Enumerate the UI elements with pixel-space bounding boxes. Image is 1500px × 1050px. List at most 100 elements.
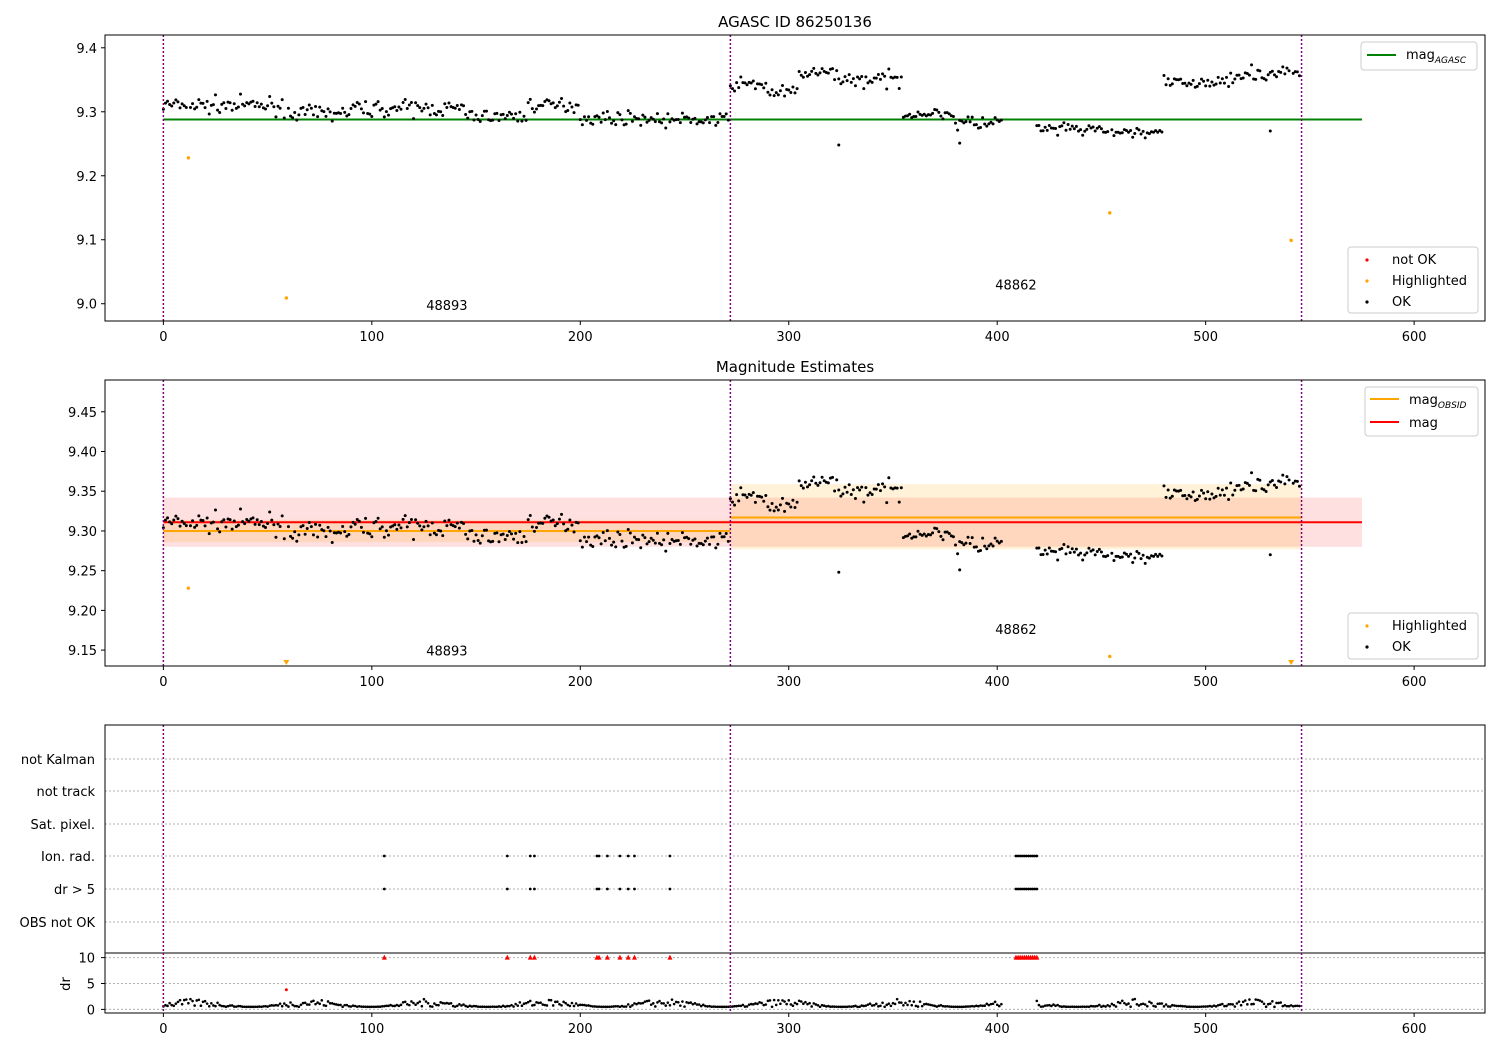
dr-point: [1241, 1000, 1245, 1004]
ok-point: [255, 518, 259, 522]
dr-point: [649, 1003, 653, 1006]
ok-point: [297, 533, 301, 537]
ok-point: [180, 102, 184, 106]
ok-point: [883, 74, 887, 78]
ok-point: [801, 75, 805, 79]
ok-point: [555, 104, 559, 108]
flag-point: [1031, 887, 1035, 891]
ok-point: [649, 116, 653, 120]
ok-point: [274, 535, 278, 539]
ok-point: [1250, 471, 1254, 475]
ok-point: [885, 87, 889, 91]
ok-point: [799, 484, 803, 488]
dr-point: [1123, 1001, 1126, 1005]
dr-point: [906, 1003, 909, 1007]
dr-point: [491, 1005, 495, 1008]
ok-point: [430, 521, 434, 525]
ok-point: [501, 112, 505, 116]
ok-point: [216, 108, 220, 112]
flag-row-label: dr > 5: [54, 883, 95, 898]
dr-point: [199, 1004, 203, 1007]
dr-point: [804, 1000, 807, 1004]
dr-point: [220, 1004, 224, 1008]
ok-point: [783, 509, 787, 513]
ok-point: [837, 77, 841, 81]
dr-point: [668, 1003, 672, 1007]
dr-clipped-marker: [596, 954, 602, 960]
ok-point: [1222, 493, 1226, 497]
ok-point: [845, 79, 849, 83]
ok-point: [543, 100, 547, 104]
ok-point: [1231, 493, 1235, 497]
flag-point: [1022, 854, 1026, 858]
ok-point: [678, 542, 682, 546]
ok-point: [522, 114, 526, 118]
ok-point: [599, 542, 603, 546]
ok-point: [343, 530, 347, 534]
ok-point: [1206, 78, 1210, 82]
dr-point: [731, 1005, 734, 1008]
ok-point: [876, 483, 880, 487]
dr-point: [987, 1003, 991, 1007]
ok-point: [908, 112, 912, 116]
flag-point: [1018, 854, 1022, 858]
ok-point: [795, 87, 799, 91]
ok-point: [803, 71, 807, 75]
ok-point: [1045, 128, 1049, 132]
ok-point: [730, 87, 734, 91]
ok-point: [908, 532, 912, 536]
dr-point: [1106, 1003, 1109, 1007]
offscale-marker: [1288, 660, 1295, 665]
ok-point: [585, 118, 589, 122]
dr-clipped-marker: [531, 954, 537, 960]
ok-point: [178, 524, 182, 528]
dr-point: [293, 1004, 296, 1008]
ok-point: [480, 534, 484, 538]
ok-point: [808, 73, 812, 77]
ok-point: [1110, 551, 1114, 555]
ok-point: [1281, 473, 1285, 477]
dr-point: [299, 1003, 303, 1007]
ok-point: [224, 107, 228, 111]
dr-point: [355, 1005, 359, 1008]
ok-point: [1268, 129, 1272, 133]
dr-point: [1093, 1005, 1097, 1008]
ok-point: [541, 104, 545, 108]
ok-point: [213, 508, 217, 512]
dr-point: [464, 1004, 467, 1008]
flag-point: [1035, 854, 1039, 858]
ok-point: [1197, 82, 1201, 86]
dr-point: [1041, 1005, 1045, 1008]
ok-point: [630, 541, 634, 545]
dr-point: [1039, 1005, 1043, 1008]
ok-point: [701, 543, 705, 547]
dr-point: [795, 1002, 799, 1006]
dr-point: [343, 1003, 347, 1007]
dr-point: [403, 1000, 407, 1004]
ok-point: [1137, 128, 1141, 132]
ok-point: [268, 95, 272, 99]
ok-point: [1285, 475, 1289, 479]
ok-point: [818, 71, 822, 75]
dr-point: [701, 1003, 705, 1007]
dr-point: [447, 1002, 451, 1005]
ok-point: [605, 529, 609, 533]
ok-point: [628, 531, 632, 535]
dr-point: [883, 1005, 886, 1009]
ok-point: [184, 524, 188, 528]
ok-point: [766, 90, 770, 94]
dr-point: [645, 999, 649, 1003]
highlighted-point: [1289, 238, 1293, 243]
ok-point: [1085, 127, 1089, 131]
ok-point: [447, 518, 451, 522]
dr-point: [1054, 1004, 1057, 1008]
flag-point: [668, 887, 672, 891]
dr-point: [495, 1005, 499, 1009]
ok-point: [885, 501, 889, 505]
ok-point: [293, 110, 297, 114]
ok-point: [291, 536, 295, 540]
ok-point: [560, 512, 564, 516]
ok-point: [557, 100, 561, 104]
dr-point: [553, 1000, 557, 1004]
dr-point: [662, 1002, 665, 1005]
